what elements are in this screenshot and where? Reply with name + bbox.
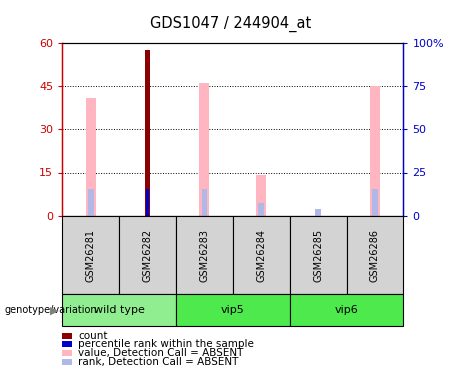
Text: vip5: vip5 [221, 305, 245, 315]
Text: wild type: wild type [94, 305, 145, 315]
Text: GSM26283: GSM26283 [199, 228, 209, 282]
Bar [256, 176, 266, 216]
Bar [201, 189, 207, 216]
Text: GDS1047 / 244904_at: GDS1047 / 244904_at [150, 16, 311, 33]
Text: value, Detection Call = ABSENT: value, Detection Call = ABSENT [78, 348, 243, 358]
Text: percentile rank within the sample: percentile rank within the sample [78, 339, 254, 349]
Bar [88, 189, 94, 216]
Text: genotype/variation: genotype/variation [5, 305, 97, 315]
Bar [315, 209, 321, 216]
Bar [86, 98, 96, 216]
Text: ▶: ▶ [50, 305, 59, 315]
Bar [199, 83, 209, 216]
Bar [372, 189, 378, 216]
Text: vip6: vip6 [335, 305, 358, 315]
Text: GSM26284: GSM26284 [256, 228, 266, 282]
Text: GSM26285: GSM26285 [313, 228, 323, 282]
Bar [145, 50, 150, 216]
Text: GSM26282: GSM26282 [142, 228, 153, 282]
Text: count: count [78, 331, 107, 340]
Bar [370, 86, 380, 216]
Text: rank, Detection Call = ABSENT: rank, Detection Call = ABSENT [78, 357, 238, 366]
Text: GSM26281: GSM26281 [86, 228, 96, 282]
Bar [258, 202, 264, 216]
Bar [146, 189, 149, 216]
Text: GSM26286: GSM26286 [370, 228, 380, 282]
